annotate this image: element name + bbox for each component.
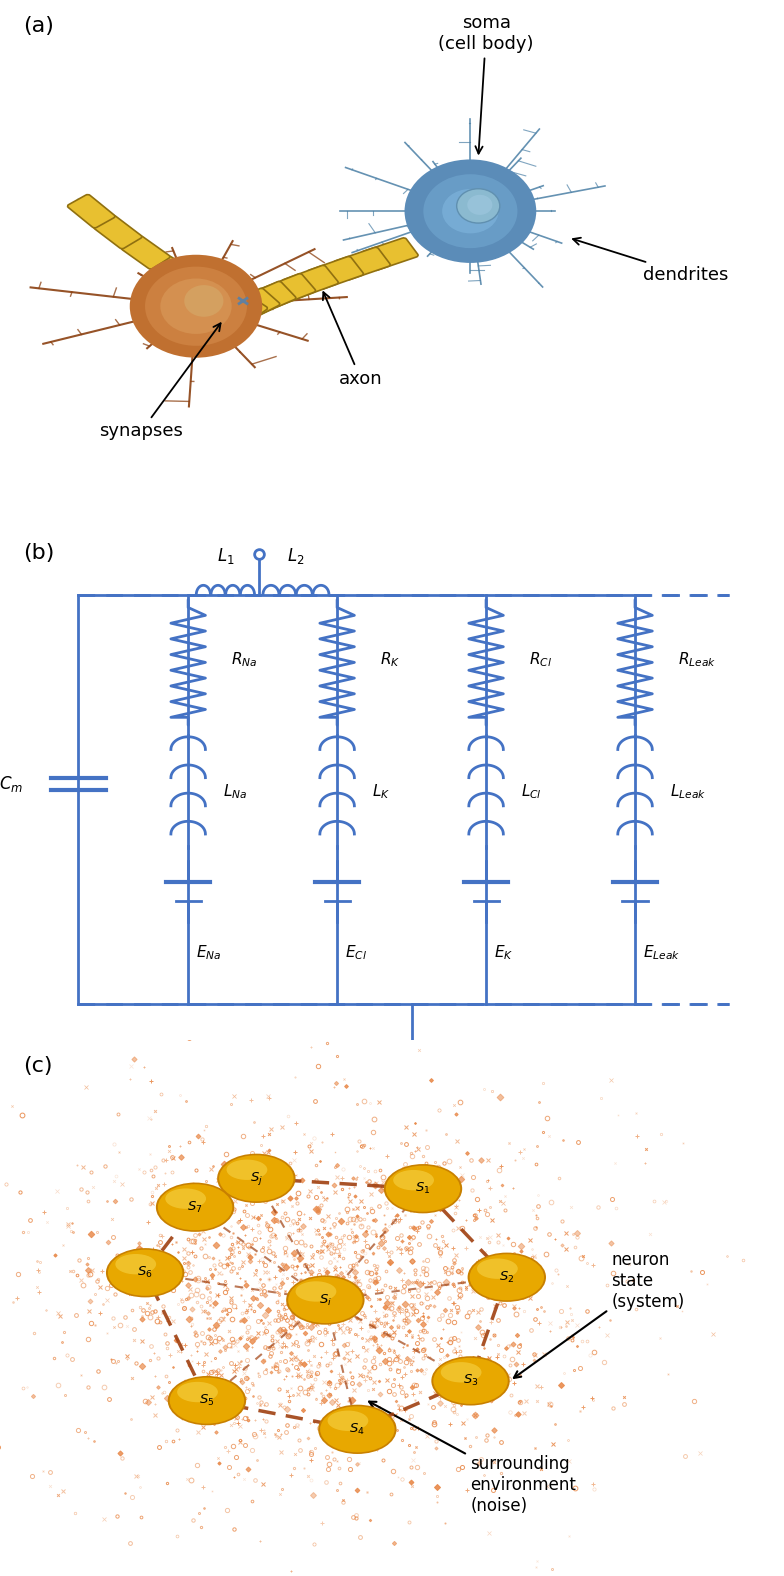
Text: $L_{Cl}$: $L_{Cl}$ (521, 782, 543, 801)
FancyBboxPatch shape (212, 295, 267, 331)
Text: neuron
state
(system): neuron state (system) (514, 1251, 684, 1377)
Text: $S_3$: $S_3$ (463, 1373, 478, 1388)
Text: $R_{Leak}$: $R_{Leak}$ (678, 651, 717, 670)
Text: $E_K$: $E_K$ (494, 942, 514, 961)
Ellipse shape (130, 255, 262, 358)
Text: $R_{Cl}$: $R_{Cl}$ (529, 651, 552, 670)
Text: $L_2$: $L_2$ (287, 547, 305, 566)
Ellipse shape (227, 1160, 267, 1180)
Ellipse shape (405, 159, 536, 263)
Ellipse shape (160, 279, 232, 334)
Ellipse shape (384, 1165, 463, 1214)
Text: $S_4$: $S_4$ (350, 1422, 365, 1437)
FancyBboxPatch shape (151, 257, 199, 288)
Ellipse shape (320, 1406, 394, 1453)
Ellipse shape (441, 1362, 481, 1382)
Text: $L_{Leak}$: $L_{Leak}$ (670, 782, 706, 801)
Ellipse shape (470, 1254, 544, 1300)
Ellipse shape (467, 195, 492, 214)
Text: dendrites: dendrites (573, 238, 728, 284)
Text: $E_{Cl}$: $E_{Cl}$ (345, 942, 367, 961)
Ellipse shape (106, 1248, 184, 1297)
Ellipse shape (456, 189, 500, 224)
FancyBboxPatch shape (181, 276, 230, 309)
Ellipse shape (115, 1254, 156, 1275)
Ellipse shape (158, 1184, 232, 1231)
Text: $S_6$: $S_6$ (137, 1266, 153, 1280)
FancyBboxPatch shape (67, 194, 115, 229)
Ellipse shape (217, 1154, 296, 1202)
Ellipse shape (108, 1250, 183, 1295)
Text: (c): (c) (24, 1056, 53, 1076)
Text: synapses: synapses (100, 323, 220, 440)
FancyBboxPatch shape (122, 236, 170, 269)
Text: $S_7$: $S_7$ (187, 1199, 203, 1215)
Ellipse shape (286, 1275, 365, 1325)
Text: $L_{Na}$: $L_{Na}$ (223, 782, 248, 801)
Ellipse shape (288, 1277, 362, 1324)
FancyBboxPatch shape (282, 265, 339, 298)
Ellipse shape (394, 1169, 434, 1190)
Ellipse shape (477, 1259, 517, 1278)
Ellipse shape (165, 1188, 206, 1209)
Ellipse shape (386, 1166, 460, 1212)
Text: surrounding
environment
(noise): surrounding environment (noise) (369, 1401, 576, 1515)
Text: axon: axon (323, 292, 383, 388)
Text: $R_K$: $R_K$ (380, 651, 401, 670)
Text: (a): (a) (24, 16, 54, 36)
Ellipse shape (168, 1376, 246, 1425)
Ellipse shape (318, 1404, 397, 1455)
Text: $S_2$: $S_2$ (499, 1270, 514, 1284)
Text: (b): (b) (24, 544, 55, 563)
Text: soma
(cell body): soma (cell body) (438, 14, 534, 153)
Text: $L_1$: $L_1$ (216, 547, 234, 566)
FancyBboxPatch shape (307, 257, 364, 290)
Ellipse shape (177, 1382, 218, 1403)
Text: $L_K$: $L_K$ (372, 782, 390, 801)
Ellipse shape (184, 285, 223, 317)
Text: $S_5$: $S_5$ (199, 1393, 215, 1409)
Ellipse shape (328, 1411, 368, 1431)
FancyBboxPatch shape (361, 238, 418, 271)
Text: $S_j$: $S_j$ (250, 1169, 263, 1187)
FancyBboxPatch shape (260, 274, 316, 307)
FancyBboxPatch shape (334, 247, 390, 281)
FancyBboxPatch shape (223, 288, 280, 323)
Text: $S_1$: $S_1$ (416, 1180, 430, 1196)
Ellipse shape (219, 1155, 293, 1201)
FancyBboxPatch shape (94, 216, 142, 249)
FancyBboxPatch shape (239, 282, 296, 315)
Text: $C_m$: $C_m$ (0, 774, 24, 794)
Text: $R_{Na}$: $R_{Na}$ (231, 651, 258, 670)
Ellipse shape (442, 189, 499, 233)
Text: $S_i$: $S_i$ (319, 1292, 332, 1308)
Ellipse shape (423, 175, 517, 247)
Ellipse shape (467, 1253, 546, 1302)
Ellipse shape (169, 1377, 244, 1423)
Ellipse shape (434, 1359, 508, 1404)
Ellipse shape (296, 1281, 336, 1302)
Text: $E_{Leak}$: $E_{Leak}$ (643, 942, 680, 961)
Ellipse shape (156, 1182, 234, 1232)
Ellipse shape (431, 1357, 510, 1406)
Text: $E_{Na}$: $E_{Na}$ (196, 942, 221, 961)
Ellipse shape (145, 266, 247, 345)
